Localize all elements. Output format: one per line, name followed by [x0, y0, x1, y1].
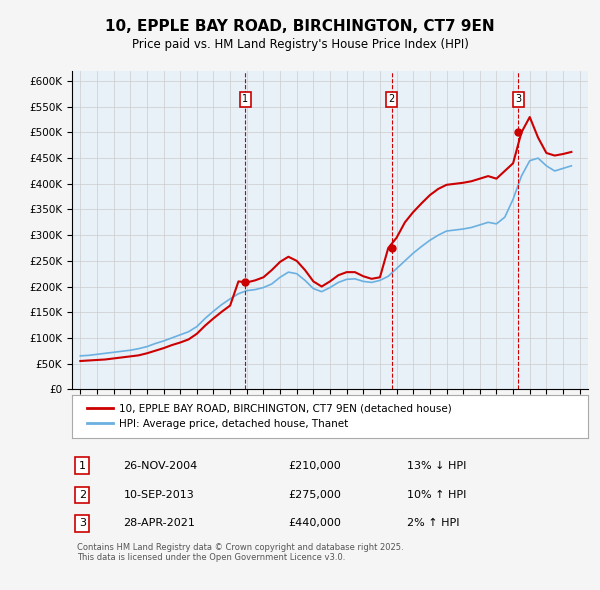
- Text: 3: 3: [515, 94, 521, 104]
- Text: 10-SEP-2013: 10-SEP-2013: [124, 490, 194, 500]
- Text: 1: 1: [79, 461, 86, 471]
- Text: Price paid vs. HM Land Registry's House Price Index (HPI): Price paid vs. HM Land Registry's House …: [131, 38, 469, 51]
- Text: Contains HM Land Registry data © Crown copyright and database right 2025.
This d: Contains HM Land Registry data © Crown c…: [77, 543, 404, 562]
- Text: £275,000: £275,000: [289, 490, 341, 500]
- Text: £210,000: £210,000: [289, 461, 341, 471]
- Text: 3: 3: [79, 518, 86, 528]
- Text: 2% ↑ HPI: 2% ↑ HPI: [407, 518, 460, 528]
- Text: 2: 2: [79, 490, 86, 500]
- Text: 28-APR-2021: 28-APR-2021: [124, 518, 196, 528]
- Text: 26-NOV-2004: 26-NOV-2004: [124, 461, 198, 471]
- Text: £440,000: £440,000: [289, 518, 341, 528]
- Text: 10% ↑ HPI: 10% ↑ HPI: [407, 490, 467, 500]
- Legend: 10, EPPLE BAY ROAD, BIRCHINGTON, CT7 9EN (detached house), HPI: Average price, d: 10, EPPLE BAY ROAD, BIRCHINGTON, CT7 9EN…: [82, 399, 456, 433]
- Text: 2: 2: [388, 94, 395, 104]
- Text: 10, EPPLE BAY ROAD, BIRCHINGTON, CT7 9EN: 10, EPPLE BAY ROAD, BIRCHINGTON, CT7 9EN: [105, 19, 495, 34]
- Text: 1: 1: [242, 94, 248, 104]
- Text: 13% ↓ HPI: 13% ↓ HPI: [407, 461, 467, 471]
